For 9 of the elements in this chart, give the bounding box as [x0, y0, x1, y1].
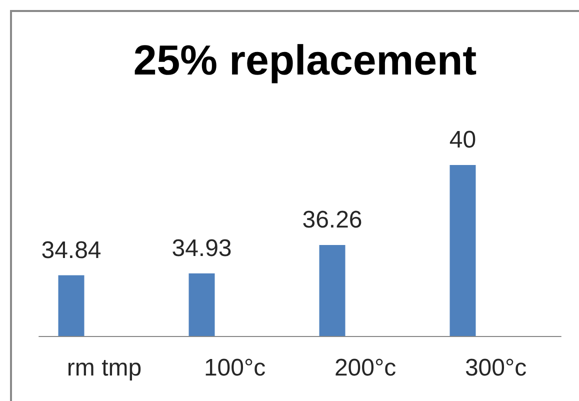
data-label: 34.84: [41, 236, 102, 264]
x-tick-label: 200°c: [334, 354, 396, 382]
x-tick-label: rm tmp: [66, 354, 142, 382]
x-tick-label: 300°c: [464, 354, 527, 382]
data-label: 40: [449, 126, 476, 154]
chart-title: 25% replacement: [133, 36, 477, 84]
data-label: 34.93: [172, 234, 232, 262]
data-label: 36.26: [302, 206, 362, 234]
x-tick-label: 100°c: [204, 354, 266, 382]
